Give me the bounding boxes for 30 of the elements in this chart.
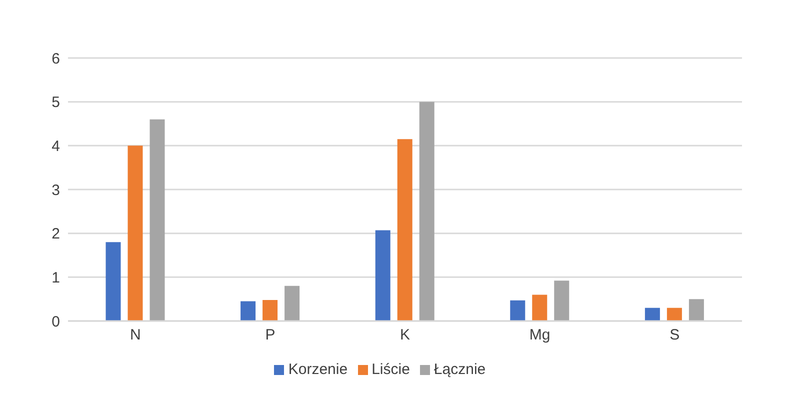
bar bbox=[532, 294, 548, 321]
y-tick-label: 3 bbox=[52, 182, 60, 199]
bar bbox=[106, 242, 121, 321]
bar bbox=[375, 230, 390, 321]
bar bbox=[262, 300, 278, 321]
bar bbox=[240, 301, 256, 321]
x-tick-label: N bbox=[130, 326, 141, 344]
y-tick-label: 2 bbox=[52, 226, 60, 243]
bar bbox=[554, 280, 570, 321]
y-tick-label: 0 bbox=[52, 313, 60, 330]
bar bbox=[150, 119, 165, 321]
x-tick-label: P bbox=[265, 326, 276, 344]
y-tick-label: 4 bbox=[52, 138, 60, 155]
bar bbox=[688, 299, 704, 321]
legend-label: Korzenie bbox=[288, 361, 348, 378]
bar bbox=[666, 308, 682, 321]
legend-label: Łącznie bbox=[434, 361, 486, 378]
y-tick-label: 6 bbox=[52, 50, 60, 68]
bar bbox=[644, 308, 660, 321]
x-tick-label: K bbox=[400, 326, 410, 344]
bar bbox=[419, 102, 434, 321]
y-tick-label: 1 bbox=[52, 269, 60, 286]
x-tick-label: Mg bbox=[529, 326, 550, 344]
bar bbox=[510, 300, 526, 321]
x-tick-label: S bbox=[670, 326, 680, 344]
y-tick-label: 5 bbox=[52, 94, 60, 112]
legend-label: Liście bbox=[372, 361, 410, 378]
bar bbox=[128, 146, 143, 321]
bar bbox=[397, 139, 412, 321]
bar bbox=[284, 286, 300, 321]
